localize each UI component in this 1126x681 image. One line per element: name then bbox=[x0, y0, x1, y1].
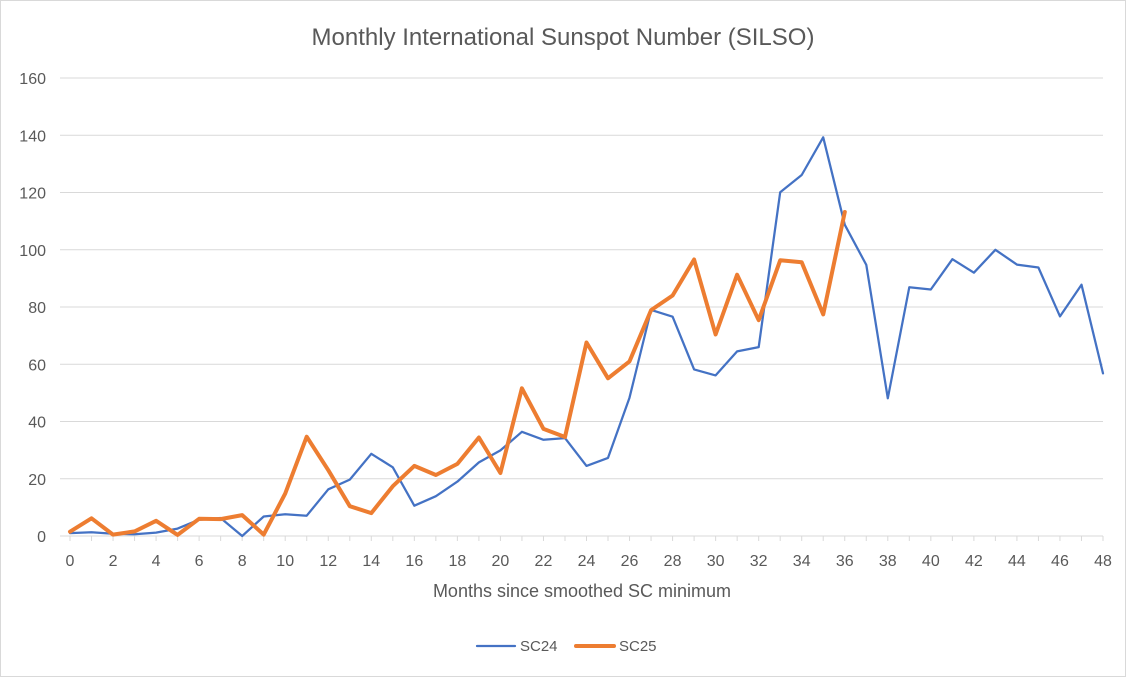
x-tick-label: 18 bbox=[448, 553, 466, 570]
series-line-sc24 bbox=[68, 136, 1105, 538]
x-tick-label: 6 bbox=[195, 553, 204, 570]
x-tick-label: 36 bbox=[836, 553, 854, 570]
x-tick-label: 8 bbox=[238, 553, 247, 570]
y-tick-label: 120 bbox=[19, 186, 46, 203]
legend-label-sc25: SC25 bbox=[619, 638, 657, 655]
x-tick-label: 12 bbox=[319, 553, 337, 570]
y-tick-label: 100 bbox=[19, 243, 46, 260]
y-tick-label: 0 bbox=[37, 529, 46, 546]
legend: SC24 SC25 bbox=[475, 638, 657, 655]
y-tick-label: 80 bbox=[28, 300, 46, 317]
x-tick-label: 28 bbox=[664, 553, 682, 570]
x-tick-label: 44 bbox=[1008, 553, 1026, 570]
x-tick-label: 26 bbox=[621, 553, 639, 570]
x-tick-label: 40 bbox=[922, 553, 940, 570]
x-tick-label: 0 bbox=[66, 553, 75, 570]
series-lines bbox=[68, 136, 1105, 538]
x-tick-label: 4 bbox=[152, 553, 161, 570]
x-tick-label: 46 bbox=[1051, 553, 1069, 570]
x-tick-labels: 0 2 4 6 8 10 12 14 16 18 20 22 24 26 28 30 32 34 36 38 40 42 4… bbox=[66, 553, 1112, 570]
x-tick-label: 38 bbox=[879, 553, 897, 570]
x-tick-label: 2 bbox=[109, 553, 118, 570]
x-tick-label: 16 bbox=[405, 553, 423, 570]
x-tick-label: 14 bbox=[362, 553, 380, 570]
y-tick-label: 40 bbox=[28, 415, 46, 432]
x-tick-label: 30 bbox=[707, 553, 725, 570]
x-tick-label: 42 bbox=[965, 553, 983, 570]
x-tick-label: 22 bbox=[535, 553, 553, 570]
series-line-sc25 bbox=[68, 210, 847, 537]
y-tick-label: 60 bbox=[28, 357, 46, 374]
y-tick-labels: 0 20 40 60 80 100 120 140 160 bbox=[19, 71, 46, 546]
x-tick-label: 24 bbox=[578, 553, 596, 570]
x-axis-title: Months since smoothed SC minimum bbox=[433, 581, 731, 601]
legend-label-sc24: SC24 bbox=[520, 638, 558, 655]
x-tick-label: 32 bbox=[750, 553, 768, 570]
chart-title: Monthly International Sunspot Number (SI… bbox=[312, 24, 815, 51]
x-tick-label: 34 bbox=[793, 553, 811, 570]
gridlines bbox=[60, 77, 1104, 541]
x-tick-label: 10 bbox=[276, 553, 294, 570]
x-tick-label: 20 bbox=[492, 553, 510, 570]
x-tick-label: 48 bbox=[1094, 553, 1112, 570]
y-tick-label: 140 bbox=[19, 128, 46, 145]
y-tick-label: 160 bbox=[19, 71, 46, 88]
y-tick-label: 20 bbox=[28, 472, 46, 489]
